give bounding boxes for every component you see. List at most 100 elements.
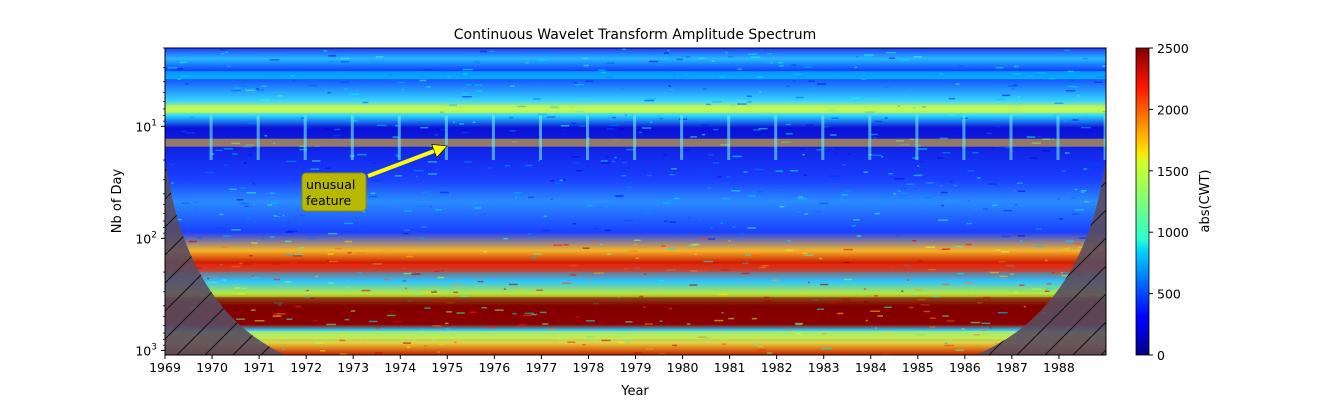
- texture-speck: [229, 188, 237, 191]
- texture-speck: [519, 166, 529, 168]
- texture-speck: [509, 85, 515, 87]
- texture-speck: [522, 115, 525, 118]
- texture-speck: [986, 132, 993, 135]
- texture-speck: [795, 323, 802, 326]
- texture-speck: [481, 307, 487, 309]
- texture-speck: [938, 249, 946, 251]
- texture-speck: [465, 84, 472, 86]
- texture-speck: [1058, 218, 1063, 220]
- texture-speck: [1084, 201, 1090, 203]
- annual-streak: [868, 115, 872, 161]
- texture-speck: [339, 339, 346, 342]
- texture-speck: [480, 50, 487, 53]
- texture-speck: [996, 98, 1006, 101]
- texture-speck: [703, 260, 713, 263]
- texture-speck: [828, 148, 832, 150]
- texture-speck: [901, 59, 909, 62]
- texture-speck: [644, 323, 653, 325]
- texture-speck: [454, 341, 457, 344]
- x-tick-label: 1974: [384, 360, 416, 375]
- texture-speck: [1023, 305, 1026, 308]
- texture-speck: [403, 317, 407, 319]
- texture-speck: [422, 291, 432, 293]
- texture-speck: [977, 177, 981, 179]
- texture-speck: [425, 128, 430, 130]
- texture-speck: [459, 123, 465, 125]
- texture-speck: [901, 290, 904, 292]
- texture-speck: [600, 162, 611, 164]
- texture-speck: [1015, 204, 1017, 206]
- texture-speck: [368, 195, 378, 198]
- texture-speck: [424, 345, 427, 347]
- texture-speck: [240, 202, 249, 205]
- texture-speck: [642, 127, 652, 129]
- texture-speck: [542, 229, 551, 232]
- texture-speck: [663, 153, 667, 156]
- texture-speck: [582, 344, 586, 346]
- texture-speck: [439, 191, 449, 194]
- texture-speck: [807, 281, 810, 284]
- texture-speck: [242, 146, 252, 148]
- annual-streak: [1056, 115, 1060, 161]
- texture-speck: [625, 186, 633, 189]
- texture-speck: [861, 78, 866, 80]
- texture-speck: [840, 352, 846, 354]
- texture-speck: [359, 228, 367, 230]
- texture-speck: [1054, 102, 1064, 104]
- texture-speck: [295, 305, 301, 308]
- texture-speck: [324, 128, 333, 130]
- texture-speck: [444, 322, 449, 325]
- colorbar-label: abs(CWT): [1198, 169, 1213, 232]
- texture-speck: [503, 237, 508, 240]
- texture-speck: [404, 287, 408, 290]
- texture-speck: [964, 282, 973, 284]
- annotation-text-line-1: unusual: [306, 177, 355, 192]
- texture-speck: [674, 197, 680, 200]
- texture-speck: [621, 87, 626, 90]
- texture-speck: [570, 274, 577, 276]
- x-tick-label: 1971: [243, 360, 275, 375]
- texture-speck: [299, 214, 306, 217]
- colorbar-tick-label: 2500: [1157, 41, 1189, 56]
- texture-speck: [271, 202, 279, 204]
- texture-speck: [537, 160, 540, 162]
- texture-speck: [711, 101, 722, 103]
- texture-speck: [398, 280, 408, 283]
- texture-speck: [900, 192, 908, 195]
- texture-speck: [672, 232, 683, 234]
- texture-speck: [646, 348, 654, 350]
- texture-speck: [600, 243, 603, 246]
- texture-speck: [942, 315, 949, 317]
- texture-speck: [513, 191, 522, 194]
- texture-speck: [292, 79, 295, 81]
- texture-speck: [223, 164, 229, 166]
- texture-speck: [456, 312, 465, 314]
- texture-speck: [392, 136, 400, 138]
- texture-speck: [241, 287, 248, 290]
- texture-speck: [702, 88, 707, 90]
- texture-speck: [874, 295, 878, 297]
- texture-speck: [474, 61, 480, 63]
- texture-speck: [352, 262, 360, 264]
- texture-speck: [569, 316, 576, 318]
- texture-speck: [775, 170, 784, 172]
- texture-speck: [394, 175, 403, 177]
- texture-speck: [243, 162, 247, 164]
- texture-speck: [639, 295, 644, 298]
- texture-speck: [437, 276, 444, 279]
- texture-speck: [499, 163, 505, 166]
- texture-speck: [732, 186, 735, 188]
- texture-speck: [785, 249, 793, 252]
- y-tick-label: 101: [135, 118, 157, 134]
- texture-speck: [542, 323, 549, 325]
- texture-speck: [246, 218, 251, 220]
- texture-speck: [593, 315, 597, 317]
- texture-speck: [750, 56, 761, 58]
- texture-speck: [982, 208, 989, 210]
- texture-speck: [344, 318, 350, 321]
- texture-speck: [779, 205, 785, 208]
- texture-speck: [207, 281, 218, 284]
- texture-speck: [347, 251, 352, 254]
- texture-speck: [939, 137, 948, 140]
